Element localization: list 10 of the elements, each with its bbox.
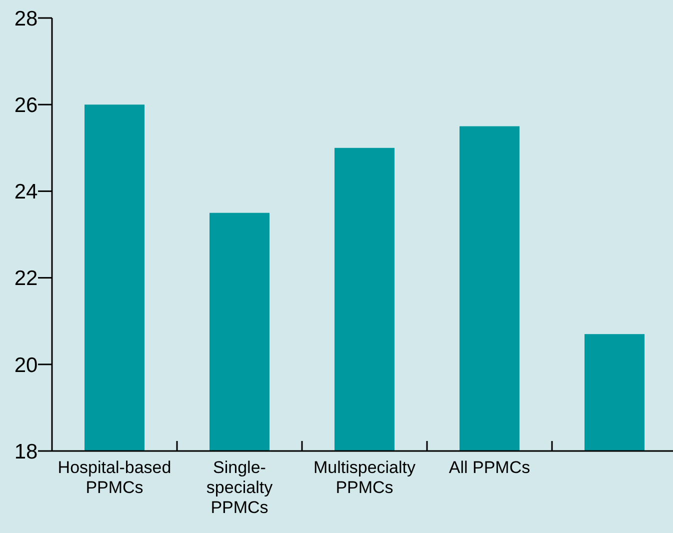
y-tick-label: 20 <box>14 354 38 377</box>
y-tick-label: 28 <box>14 7 38 30</box>
y-tick-label: 22 <box>14 267 38 290</box>
x-tick-label: Multispecialty PPMCs <box>313 458 416 497</box>
x-tick-label: All PPMCs <box>448 458 530 477</box>
y-tick-label: 24 <box>14 180 38 204</box>
x-tick-label: Single-specialty PPMCs <box>206 458 274 517</box>
y-tick-label: 18 <box>14 440 38 464</box>
y-tick-label: 26 <box>14 94 38 117</box>
x-tick-label: Hospital-based PPMCs <box>58 458 172 497</box>
